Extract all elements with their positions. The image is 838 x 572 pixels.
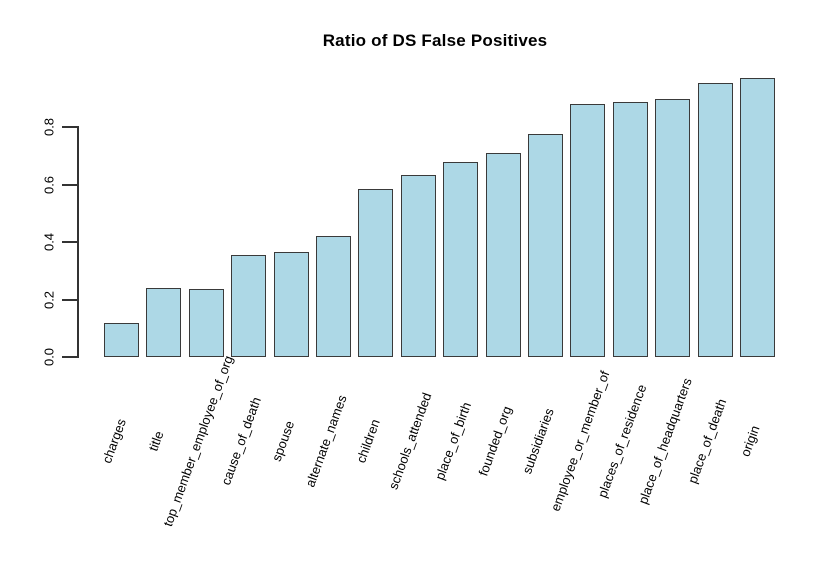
bar-spouse [274,252,309,357]
x-axis-label-cause_of_death: cause_of_death [217,394,264,488]
bar-title [146,288,181,357]
x-axis-label-alternate_names: alternate_names [301,392,350,490]
y-axis-tick [62,356,78,358]
bar-subsidiaries [528,134,563,357]
x-axis-label-title: title [145,428,167,454]
x-axis-label-top_member_employee_of_org: top_member_employee_of_org [160,353,237,529]
bar-top_member_employee_of_org [189,289,224,357]
y-axis-tick-label: 0.4 [41,233,57,252]
bar-cause_of_death [231,255,266,357]
x-axis-label-origin: origin [737,423,762,459]
x-axis-label-charges: charges [98,416,129,466]
bar-children [358,189,393,357]
x-axis-label-place_of_birth: place_of_birth [431,400,474,482]
bar-place_of_headquarters [655,99,690,357]
bar-employee_or_member_of [570,104,605,357]
bar-origin [740,78,775,357]
y-axis-tick-label: 0.8 [41,118,57,137]
bar-place_of_birth [443,162,478,357]
x-axis-label-subsidiaries: subsidiaries [518,406,557,476]
y-axis-tick-label: 0.0 [41,347,57,367]
y-axis-tick [62,298,78,301]
y-axis-tick-label: 0.6 [41,175,57,194]
bar-places_of_residence [613,102,648,357]
x-axis-label-schools_attended: schools_attended [385,390,435,492]
bar-charges [104,323,139,357]
y-axis-line [77,126,79,358]
bar-alternate_names [316,236,351,357]
y-axis-tick [62,183,78,186]
y-axis-tick [62,126,78,129]
bar-schools_attended [401,175,436,357]
x-axis-label-place_of_death: place_of_death [684,396,730,486]
x-axis-label-spouse: spouse [268,418,298,464]
y-axis-tick-label: 0.2 [41,290,57,309]
bar-place_of_death [698,83,733,357]
bar-founded_org [486,153,521,357]
x-axis-label-children: children [353,417,383,465]
y-axis-tick [62,241,78,244]
chart-title: Ratio of DS False Positives [322,31,548,50]
x-axis-label-founded_org: founded_org [475,404,515,478]
